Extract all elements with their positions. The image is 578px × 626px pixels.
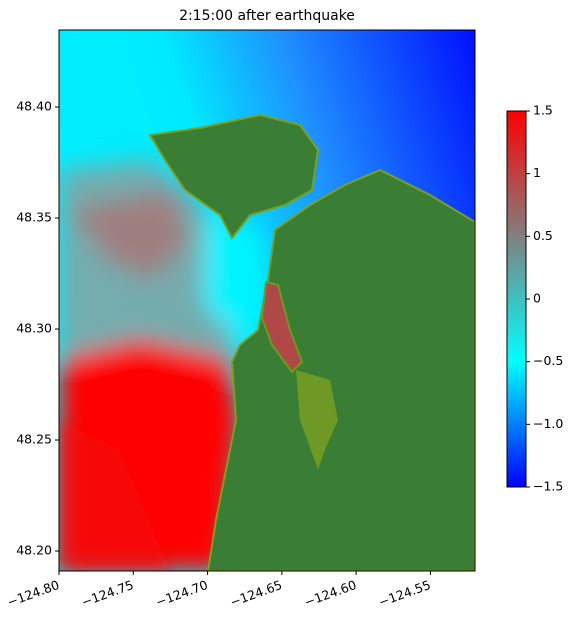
x-tick-label: −124.55 — [377, 577, 433, 610]
y-tick-label: 48.35 — [16, 210, 52, 225]
chart-title: 2:15:00 after earthquake — [179, 8, 355, 24]
y-tick-label: 48.30 — [16, 321, 52, 336]
y-tick-label: 48.20 — [16, 543, 52, 558]
colorbar-tick-label: 0 — [533, 291, 541, 306]
x-tick-label: −124.80 — [5, 577, 61, 610]
y-tick-label: 48.25 — [16, 432, 52, 447]
plot-frame — [58, 29, 476, 572]
map — [59, 30, 475, 571]
colorbar — [506, 110, 527, 488]
colorbar-tick-label: −0.5 — [533, 353, 563, 368]
x-tick-label: −124.75 — [79, 577, 135, 610]
colorbar-tick-label: −1.0 — [533, 416, 563, 431]
x-tick-label: −124.65 — [228, 577, 284, 610]
x-tick-label: −124.60 — [302, 577, 358, 610]
colorbar-tick-label: 1.5 — [533, 103, 553, 118]
colorbar-tick-label: 0.5 — [533, 228, 553, 243]
y-tick-label: 48.40 — [16, 99, 52, 114]
x-tick-label: −124.70 — [154, 577, 210, 610]
colorbar-tick-label: −1.5 — [533, 479, 563, 494]
colorbar-tick-label: 1 — [533, 165, 541, 180]
